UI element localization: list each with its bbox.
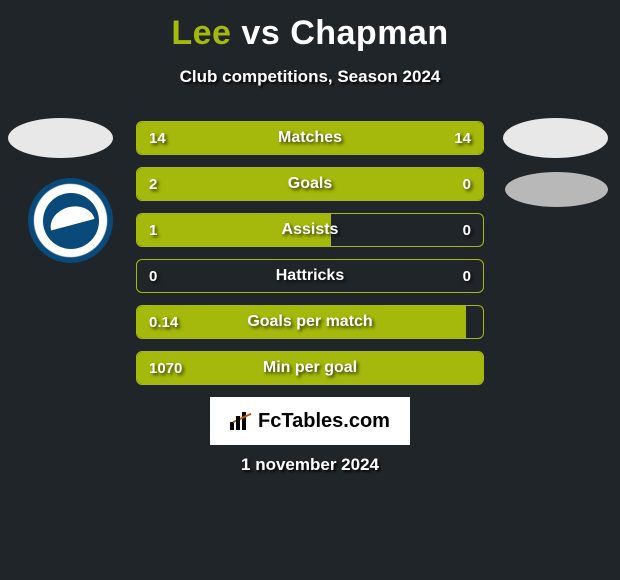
date-label: 1 november 2024 [0,455,620,475]
stat-label: Hattricks [137,260,483,292]
chart-icon [230,412,254,430]
stat-row: 2Goals0 [136,167,484,201]
player1-name: Lee [171,14,231,52]
stats-table: 14Matches142Goals01Assists00Hattricks00.… [136,121,484,397]
stat-row: 14Matches14 [136,121,484,155]
branding-box: FcTables.com [210,397,410,445]
stat-value-right: 0 [463,168,471,200]
comparison-title: Lee vs Chapman [0,0,620,53]
stat-value-right: 0 [463,260,471,292]
player2-club-badge-icon [505,172,608,207]
stat-label: Goals [137,168,483,200]
stat-row: 0.14Goals per match [136,305,484,339]
vs-separator: vs [241,14,280,52]
player1-club-badge-icon [28,178,113,263]
stat-row: 1070Min per goal [136,351,484,385]
player2-name: Chapman [290,14,448,52]
stat-value-right: 0 [463,214,471,246]
branding-text: FcTables.com [258,410,390,433]
player1-avatar-icon [8,118,113,158]
stat-row: 0Hattricks0 [136,259,484,293]
player2-avatar-icon [503,118,608,158]
stat-value-right: 14 [454,122,471,154]
stat-label: Matches [137,122,483,154]
stat-label: Assists [137,214,483,246]
stat-row: 1Assists0 [136,213,484,247]
stat-label: Goals per match [137,306,483,338]
branding-logo: FcTables.com [230,410,390,433]
subtitle: Club competitions, Season 2024 [0,67,620,87]
stat-label: Min per goal [137,352,483,384]
